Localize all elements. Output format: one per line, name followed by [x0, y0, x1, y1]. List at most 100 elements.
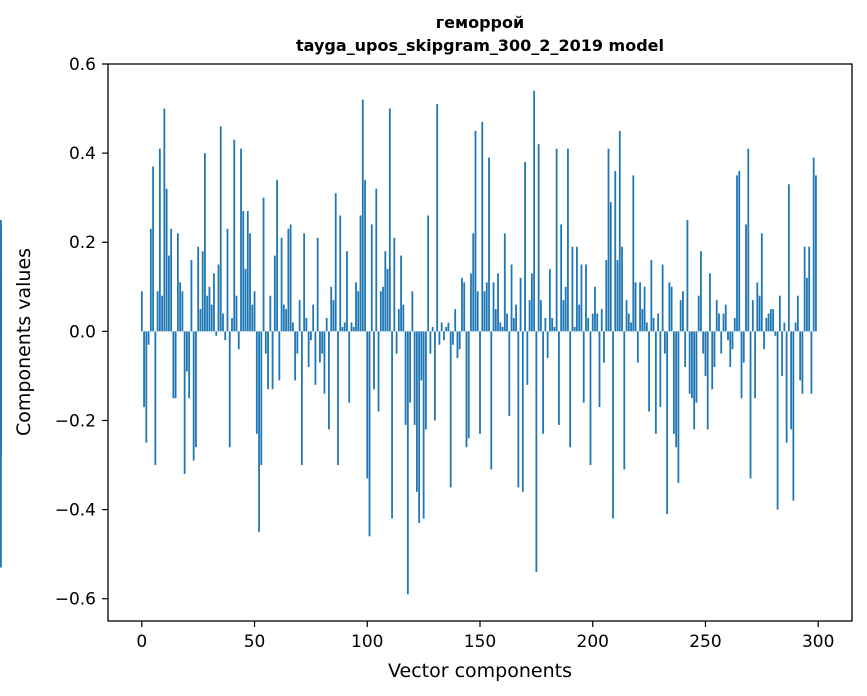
bar — [490, 331, 493, 470]
bar — [476, 291, 479, 332]
bar — [691, 331, 693, 399]
bar — [386, 268, 389, 332]
bar — [285, 309, 288, 332]
bar — [210, 304, 213, 332]
bar — [368, 331, 371, 537]
bar — [704, 331, 707, 376]
bar — [242, 211, 245, 332]
plot-area-frame — [107, 63, 853, 622]
bar — [567, 148, 569, 332]
bar — [289, 224, 292, 332]
bar — [654, 331, 657, 434]
bar — [235, 295, 238, 332]
y-tick-label: −0.4 — [55, 501, 96, 521]
bar — [429, 331, 432, 354]
bar — [397, 309, 400, 332]
bar — [364, 179, 366, 332]
bar — [249, 233, 251, 332]
bar — [165, 188, 168, 332]
bar — [499, 322, 502, 332]
bar — [569, 331, 572, 448]
bar — [517, 331, 520, 488]
y-tick-label: −0.2 — [55, 411, 96, 431]
bar — [431, 326, 434, 332]
bar — [156, 291, 159, 332]
bar — [625, 300, 628, 332]
bar — [244, 268, 247, 332]
bar — [314, 331, 317, 385]
bar — [321, 331, 324, 354]
bar — [657, 313, 660, 332]
y-tick-label: −0.6 — [55, 590, 96, 610]
bar — [436, 104, 439, 332]
bar — [758, 295, 761, 332]
bar — [682, 291, 684, 332]
y-tick-label: 0.0 — [69, 322, 96, 342]
bar — [298, 300, 301, 332]
bar — [217, 264, 220, 332]
bar — [359, 215, 362, 332]
bar — [488, 157, 490, 332]
bar — [176, 233, 179, 332]
bar — [740, 331, 743, 399]
x-tick-label: 100 — [351, 632, 383, 652]
bar — [706, 331, 709, 430]
bar — [463, 282, 466, 332]
bar — [711, 331, 714, 390]
bar — [769, 309, 772, 332]
bar — [799, 331, 802, 381]
bar — [528, 300, 531, 332]
bar — [330, 286, 333, 332]
bar — [143, 331, 145, 408]
bar — [201, 251, 204, 332]
bar — [580, 264, 583, 332]
bar — [361, 99, 364, 332]
x-tick-label: 50 — [244, 632, 266, 652]
bar — [413, 331, 416, 425]
bar — [483, 291, 486, 332]
bar — [149, 228, 152, 332]
bar — [325, 317, 328, 332]
bar — [783, 322, 786, 332]
bar — [742, 331, 745, 363]
bar — [332, 300, 335, 332]
bar — [749, 331, 752, 479]
bar — [224, 331, 227, 341]
bar — [206, 295, 209, 332]
bar — [688, 331, 691, 394]
bar — [785, 331, 788, 443]
bar — [422, 331, 425, 519]
bar — [772, 309, 774, 332]
bar — [391, 331, 393, 519]
bar — [253, 291, 256, 332]
bar — [197, 246, 200, 332]
bar — [215, 331, 218, 336]
bar — [366, 331, 369, 479]
chart-title: геморрой — [436, 13, 524, 32]
bar — [291, 322, 294, 332]
bar — [282, 304, 285, 332]
x-tick-label: 150 — [464, 632, 496, 652]
bar — [639, 282, 641, 332]
bar — [258, 331, 260, 532]
bar — [303, 233, 306, 332]
bar — [337, 331, 339, 466]
bar — [794, 322, 797, 332]
x-tick-label: 0 — [136, 632, 147, 652]
bar — [630, 322, 632, 332]
bar — [618, 130, 621, 332]
bar — [614, 170, 617, 332]
y-tick-label: 0.2 — [69, 233, 96, 253]
bar — [648, 331, 650, 412]
bar — [573, 326, 576, 332]
bar — [627, 313, 630, 332]
bar — [585, 264, 587, 332]
bar — [427, 215, 430, 332]
bar — [754, 331, 756, 399]
bar — [447, 322, 450, 332]
bar — [803, 246, 806, 332]
bar — [404, 331, 407, 425]
bar — [456, 331, 459, 359]
bar — [702, 331, 705, 354]
bar — [474, 130, 477, 332]
